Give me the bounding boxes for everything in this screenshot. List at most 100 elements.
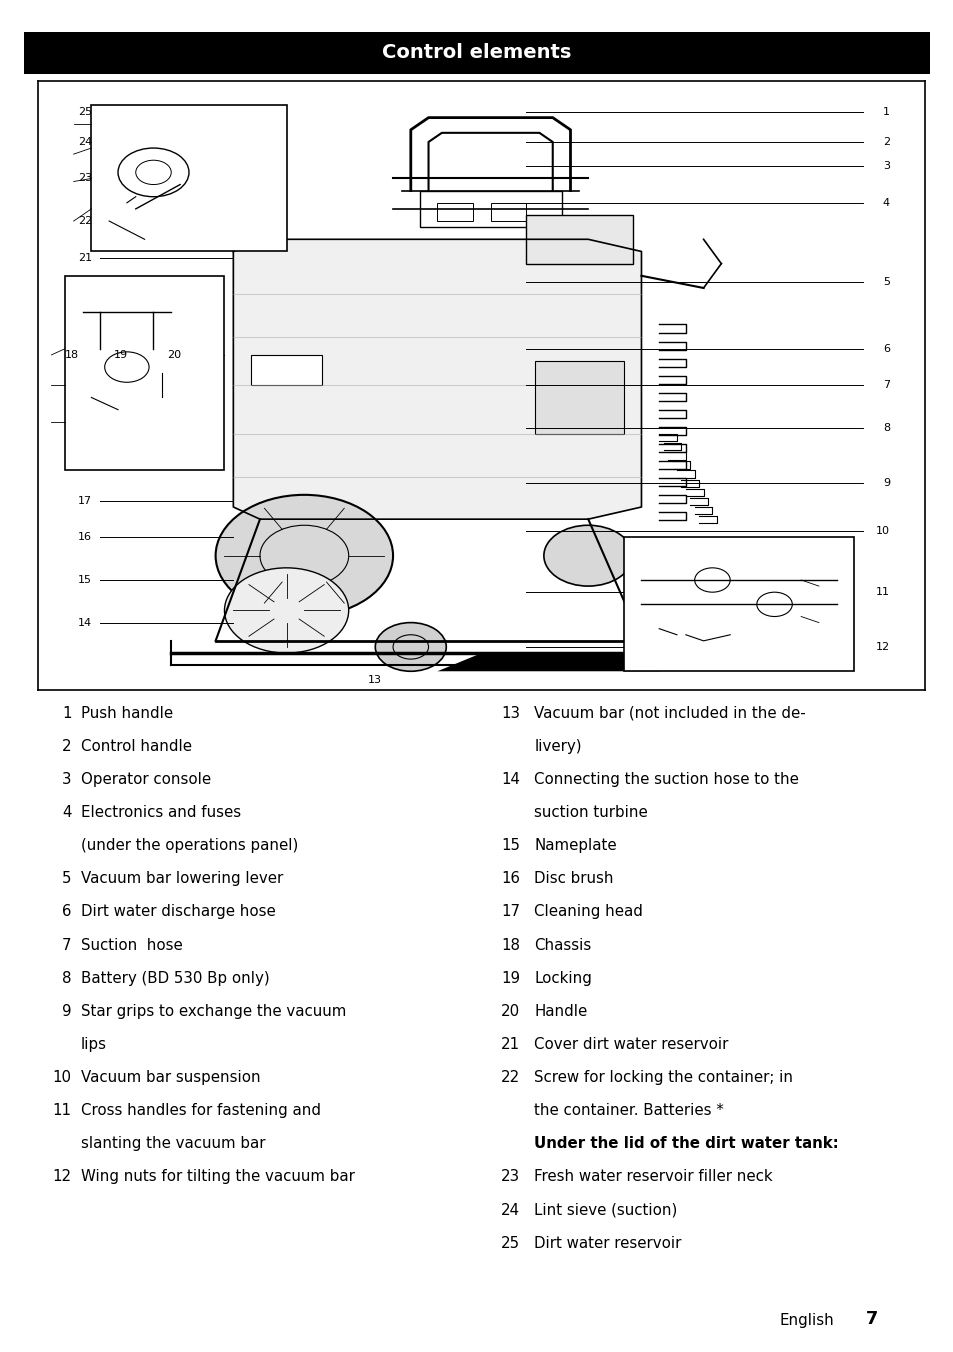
Text: 4: 4 xyxy=(882,197,889,208)
Text: 10: 10 xyxy=(52,1071,71,1086)
Text: Disc brush: Disc brush xyxy=(534,872,613,887)
Text: 16: 16 xyxy=(500,872,519,887)
Bar xyxy=(437,203,473,222)
Text: 1: 1 xyxy=(62,706,71,721)
Text: 24: 24 xyxy=(500,1203,519,1218)
Text: 14: 14 xyxy=(78,618,92,627)
Text: 3: 3 xyxy=(882,161,889,172)
Text: 6: 6 xyxy=(882,343,889,354)
Text: Dirt water reservoir: Dirt water reservoir xyxy=(534,1236,680,1251)
Bar xyxy=(490,203,526,222)
Text: Vacuum bar (not included in the de-: Vacuum bar (not included in the de- xyxy=(534,706,805,721)
Text: 16: 16 xyxy=(78,533,92,542)
Text: 25: 25 xyxy=(78,107,92,116)
Text: 13: 13 xyxy=(368,676,382,685)
Text: 20: 20 xyxy=(500,1005,519,1019)
Text: 8: 8 xyxy=(882,423,889,433)
Text: 22: 22 xyxy=(500,1071,519,1086)
Text: 15: 15 xyxy=(78,575,92,585)
Text: Operator console: Operator console xyxy=(81,772,211,787)
Polygon shape xyxy=(437,653,747,672)
Text: 5: 5 xyxy=(62,872,71,887)
Text: Lint sieve (suction): Lint sieve (suction) xyxy=(534,1203,677,1218)
Bar xyxy=(526,215,632,264)
Text: Under the lid of the dirt water tank:: Under the lid of the dirt water tank: xyxy=(534,1137,838,1152)
Text: 23: 23 xyxy=(500,1169,519,1184)
Text: slanting the vacuum bar: slanting the vacuum bar xyxy=(81,1137,265,1152)
Text: Star grips to exchange the vacuum: Star grips to exchange the vacuum xyxy=(81,1005,346,1019)
Text: Control handle: Control handle xyxy=(81,738,192,754)
Text: 5: 5 xyxy=(882,277,889,287)
Text: English: English xyxy=(780,1313,834,1328)
Text: 20: 20 xyxy=(167,350,181,360)
Text: 12: 12 xyxy=(52,1169,71,1184)
Text: 1: 1 xyxy=(882,107,889,116)
Text: 7: 7 xyxy=(62,938,71,953)
Circle shape xyxy=(375,622,446,672)
Text: Vacuum bar lowering lever: Vacuum bar lowering lever xyxy=(81,872,283,887)
Text: 7: 7 xyxy=(864,1310,877,1328)
Text: 6: 6 xyxy=(62,904,71,919)
Text: 4: 4 xyxy=(62,806,71,821)
Text: 9: 9 xyxy=(882,477,889,488)
Text: Connecting the suction hose to the: Connecting the suction hose to the xyxy=(534,772,799,787)
Bar xyxy=(623,538,854,672)
Text: 19: 19 xyxy=(113,350,128,360)
Text: 13: 13 xyxy=(500,706,519,721)
Text: 21: 21 xyxy=(500,1037,519,1052)
Text: 25: 25 xyxy=(500,1236,519,1251)
Text: Locking: Locking xyxy=(534,971,592,986)
Text: Battery (BD 530 Bp only): Battery (BD 530 Bp only) xyxy=(81,971,270,986)
Text: Control elements: Control elements xyxy=(382,43,571,62)
Text: livery): livery) xyxy=(534,738,581,754)
Text: 11: 11 xyxy=(52,1103,71,1118)
Text: Fresh water reservoir filler neck: Fresh water reservoir filler neck xyxy=(534,1169,772,1184)
Bar xyxy=(65,276,224,470)
Text: 22: 22 xyxy=(78,216,92,226)
Text: 21: 21 xyxy=(78,253,92,262)
Circle shape xyxy=(215,495,393,617)
Text: Chassis: Chassis xyxy=(534,938,591,953)
Text: 18: 18 xyxy=(65,350,79,360)
Text: 12: 12 xyxy=(875,642,889,652)
Text: Electronics and fuses: Electronics and fuses xyxy=(81,806,241,821)
Text: Cross handles for fastening and: Cross handles for fastening and xyxy=(81,1103,321,1118)
Polygon shape xyxy=(233,239,640,519)
Bar xyxy=(91,105,286,251)
Text: 24: 24 xyxy=(78,137,92,147)
Text: 2: 2 xyxy=(882,137,889,147)
Text: 7: 7 xyxy=(882,380,889,391)
Text: Push handle: Push handle xyxy=(81,706,173,721)
Text: Dirt water discharge hose: Dirt water discharge hose xyxy=(81,904,275,919)
Text: 19: 19 xyxy=(500,971,519,986)
Text: Wing nuts for tilting the vacuum bar: Wing nuts for tilting the vacuum bar xyxy=(81,1169,355,1184)
Text: 18: 18 xyxy=(500,938,519,953)
Text: 14: 14 xyxy=(500,772,519,787)
Text: Cleaning head: Cleaning head xyxy=(534,904,642,919)
Bar xyxy=(251,356,322,385)
Text: 10: 10 xyxy=(875,526,889,537)
Text: 11: 11 xyxy=(875,587,889,598)
Text: 17: 17 xyxy=(78,496,92,506)
Text: Nameplate: Nameplate xyxy=(534,838,617,853)
Text: 23: 23 xyxy=(78,173,92,184)
Text: 2: 2 xyxy=(62,738,71,754)
Text: 15: 15 xyxy=(500,838,519,853)
Text: Screw for locking the container; in: Screw for locking the container; in xyxy=(534,1071,792,1086)
Text: 8: 8 xyxy=(62,971,71,986)
Circle shape xyxy=(543,525,632,587)
Text: Cover dirt water reservoir: Cover dirt water reservoir xyxy=(534,1037,728,1052)
Text: Handle: Handle xyxy=(534,1005,587,1019)
Text: lips: lips xyxy=(81,1037,107,1052)
Text: the container. Batteries *: the container. Batteries * xyxy=(534,1103,723,1118)
Bar xyxy=(419,191,561,227)
Text: Suction  hose: Suction hose xyxy=(81,938,183,953)
Text: (under the operations panel): (under the operations panel) xyxy=(81,838,298,853)
Text: Vacuum bar suspension: Vacuum bar suspension xyxy=(81,1071,260,1086)
Text: 17: 17 xyxy=(500,904,519,919)
Bar xyxy=(535,361,623,434)
Circle shape xyxy=(224,568,349,653)
Text: suction turbine: suction turbine xyxy=(534,806,647,821)
Text: 3: 3 xyxy=(62,772,71,787)
Text: 9: 9 xyxy=(62,1005,71,1019)
